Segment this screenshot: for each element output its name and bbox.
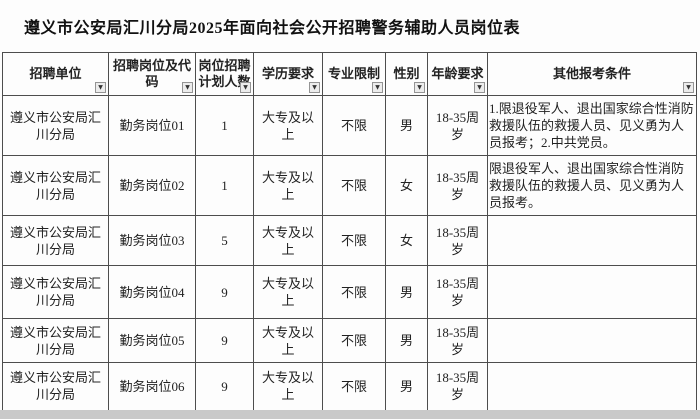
age-cell: 18-35周岁 — [427, 318, 488, 363]
position-code-cell: 勤务岗位05 — [108, 318, 196, 363]
page-title: 遵义市公安局汇川分局2025年面向社会公开招聘警务辅助人员岗位表 — [24, 20, 521, 37]
filter-dropdown-icon[interactable]: ▼ — [95, 82, 106, 93]
age-cell: 18-35周岁 — [427, 155, 488, 216]
unit-cell: 遵义市公安局汇川分局 — [2, 362, 109, 412]
gender-cell: 女 — [385, 155, 428, 216]
screenshot-bottom-edge — [0, 410, 700, 419]
column-header-education: 学历要求 ▼ — [253, 52, 323, 96]
gender-cell: 女 — [385, 215, 428, 266]
column-header-position-code: 招聘岗位及代码 ▼ — [108, 52, 196, 96]
position-code-cell: 勤务岗位01 — [108, 95, 196, 156]
headcount-cell: 1 — [195, 155, 254, 216]
education-cell: 大专及以上 — [253, 155, 323, 216]
header-row: 招聘单位 ▼ 招聘岗位及代码 ▼ 岗位招聘计划人数 ▼ 学历要求 ▼ 专业限制 ▼ 性别 ▼… — [2, 52, 697, 96]
filter-dropdown-icon[interactable]: ▼ — [474, 82, 485, 93]
table-row: 遵义市公安局汇川分局 勤务岗位04 9 大专及以上 不限 男 18-35周岁 — [2, 265, 697, 319]
gender-cell: 男 — [385, 265, 428, 319]
table-row: 遵义市公安局汇川分局 勤务岗位03 5 大专及以上 不限 女 18-35周岁 — [2, 215, 697, 266]
table-row: 遵义市公安局汇川分局 勤务岗位05 9 大专及以上 不限 男 18-35周岁 — [2, 318, 697, 363]
filter-dropdown-icon[interactable]: ▼ — [309, 82, 320, 93]
position-code-cell: 勤务岗位02 — [108, 155, 196, 216]
table-row: 遵义市公安局汇川分局 勤务岗位02 1 大专及以上 不限 女 18-35周岁 限… — [2, 155, 697, 216]
column-header-gender: 性别 ▼ — [385, 52, 428, 96]
positions-table: 招聘单位 ▼ 招聘岗位及代码 ▼ 岗位招聘计划人数 ▼ 学历要求 ▼ 专业限制 ▼ 性别 ▼… — [2, 52, 697, 412]
education-cell: 大专及以上 — [253, 318, 323, 363]
unit-cell: 遵义市公安局汇川分局 — [2, 95, 109, 156]
headcount-cell: 9 — [195, 362, 254, 412]
age-cell: 18-35周岁 — [427, 362, 488, 412]
filter-dropdown-icon[interactable]: ▼ — [240, 82, 251, 93]
unit-cell: 遵义市公安局汇川分局 — [2, 318, 109, 363]
headcount-cell: 5 — [195, 215, 254, 266]
other-conditions-cell — [487, 265, 697, 319]
unit-cell: 遵义市公安局汇川分局 — [2, 215, 109, 266]
major-cell: 不限 — [322, 155, 386, 216]
position-code-cell: 勤务岗位03 — [108, 215, 196, 266]
headcount-cell: 9 — [195, 265, 254, 319]
education-cell: 大专及以上 — [253, 215, 323, 266]
position-code-cell: 勤务岗位06 — [108, 362, 196, 412]
column-header-label: 年龄要求 — [431, 66, 484, 81]
gender-cell: 男 — [385, 318, 428, 363]
age-cell: 18-35周岁 — [427, 95, 488, 156]
column-header-unit: 招聘单位 ▼ — [2, 52, 109, 96]
column-header-label: 性别 — [393, 66, 420, 81]
age-cell: 18-35周岁 — [427, 265, 488, 319]
major-cell: 不限 — [322, 95, 386, 156]
other-conditions-cell: 限退役军人、退出国家综合性消防救援队伍的救援人员、见义勇为人员报考。 — [487, 155, 697, 216]
column-header-headcount: 岗位招聘计划人数 ▼ — [195, 52, 254, 96]
column-header-label: 岗位招聘计划人数 — [198, 58, 251, 89]
position-code-cell: 勤务岗位04 — [108, 265, 196, 319]
gender-cell: 男 — [385, 362, 428, 412]
headcount-cell: 9 — [195, 318, 254, 363]
column-header-label: 招聘单位 — [29, 66, 82, 81]
filter-dropdown-icon[interactable]: ▼ — [182, 82, 193, 93]
other-conditions-cell — [487, 215, 697, 266]
education-cell: 大专及以上 — [253, 265, 323, 319]
table-row: 遵义市公安局汇川分局 勤务岗位06 9 大专及以上 不限 男 18-35周岁 — [2, 362, 697, 412]
other-conditions-cell — [487, 362, 697, 412]
major-cell: 不限 — [322, 265, 386, 319]
column-header-other-conditions: 其他报考条件 ▼ — [487, 52, 697, 96]
column-header-major-restriction: 专业限制 ▼ — [322, 52, 386, 96]
filter-dropdown-icon[interactable]: ▼ — [683, 82, 694, 93]
major-cell: 不限 — [322, 318, 386, 363]
column-header-label: 学历要求 — [261, 66, 314, 81]
filter-dropdown-icon[interactable]: ▼ — [414, 82, 425, 93]
age-cell: 18-35周岁 — [427, 215, 488, 266]
column-header-label: 专业限制 — [327, 66, 380, 81]
table-row: 遵义市公安局汇川分局 勤务岗位01 1 大专及以上 不限 男 18-35周岁 1… — [2, 95, 697, 156]
column-header-label: 其他报考条件 — [552, 66, 631, 81]
major-cell: 不限 — [322, 362, 386, 412]
column-header-age: 年龄要求 ▼ — [427, 52, 488, 96]
other-conditions-cell — [487, 318, 697, 363]
unit-cell: 遵义市公安局汇川分局 — [2, 155, 109, 216]
major-cell: 不限 — [322, 215, 386, 266]
column-header-label: 招聘岗位及代码 — [112, 58, 191, 89]
other-conditions-cell: 1.限退役军人、退出国家综合性消防救援队伍的救援人员、见义勇为人员报考；2.中共… — [487, 95, 697, 156]
headcount-cell: 1 — [195, 95, 254, 156]
gender-cell: 男 — [385, 95, 428, 156]
unit-cell: 遵义市公安局汇川分局 — [2, 265, 109, 319]
education-cell: 大专及以上 — [253, 362, 323, 412]
filter-dropdown-icon[interactable]: ▼ — [372, 82, 383, 93]
education-cell: 大专及以上 — [253, 95, 323, 156]
